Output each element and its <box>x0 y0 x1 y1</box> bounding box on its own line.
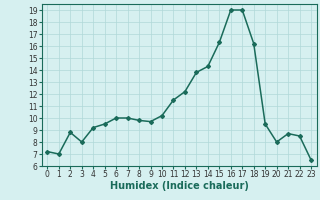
X-axis label: Humidex (Indice chaleur): Humidex (Indice chaleur) <box>110 181 249 191</box>
